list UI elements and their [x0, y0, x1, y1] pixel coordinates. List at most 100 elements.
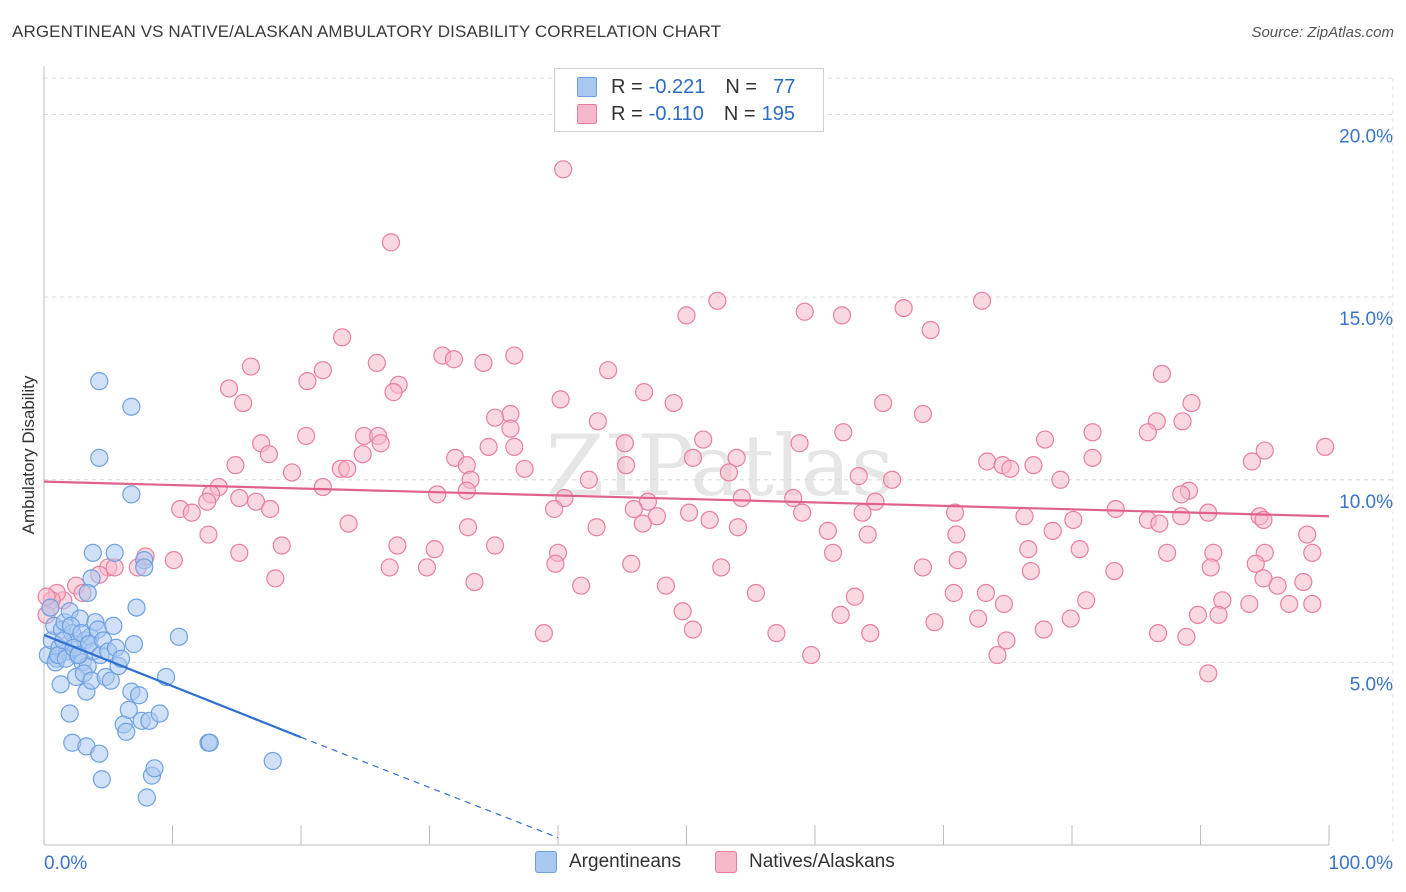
- data-point: [234, 393, 253, 413]
- data-point: [198, 492, 217, 511]
- data-point: [150, 704, 169, 723]
- data-point: [1303, 543, 1322, 562]
- data-point: [90, 744, 109, 763]
- data-point: [664, 393, 683, 413]
- data-point: [1043, 521, 1062, 540]
- data-point: [1199, 664, 1218, 683]
- data-point: [261, 499, 280, 519]
- data-point: [1298, 525, 1317, 544]
- data-point: [1021, 561, 1040, 581]
- data-point: [105, 543, 124, 562]
- data-point: [1316, 437, 1335, 456]
- data-point: [1280, 594, 1299, 614]
- data-point: [1157, 543, 1177, 562]
- data-point: [338, 459, 357, 478]
- data-point: [1173, 412, 1192, 431]
- data-point: [259, 445, 278, 464]
- data-point: [263, 751, 282, 771]
- data-point: [913, 558, 933, 577]
- correlation-legend: R = -0.221 N = 77 R = -0.110 N = 195: [554, 68, 824, 132]
- data-point: [683, 448, 703, 467]
- data-point: [124, 635, 144, 654]
- data-point: [683, 620, 703, 639]
- n-label: N =: [723, 102, 756, 125]
- data-point: [1172, 485, 1191, 504]
- data-point: [818, 521, 837, 540]
- data-point: [712, 558, 731, 577]
- axes: [43, 66, 1330, 846]
- data-point: [219, 379, 239, 398]
- data-point: [802, 645, 821, 665]
- data-point: [579, 470, 598, 489]
- data-point: [673, 602, 692, 621]
- data-point: [226, 456, 245, 475]
- data-point: [1246, 554, 1265, 573]
- data-point: [353, 445, 372, 464]
- data-point: [793, 503, 812, 522]
- data-point: [164, 551, 183, 570]
- data-point: [104, 616, 123, 635]
- data-point: [853, 503, 872, 522]
- data-points: [37, 160, 1335, 807]
- data-point: [947, 525, 966, 544]
- data-point: [241, 357, 260, 376]
- y-tick-label: 20.0%: [1339, 127, 1393, 148]
- data-point: [1150, 514, 1169, 533]
- trend-line-natives: [43, 480, 1330, 518]
- data-point: [1148, 624, 1168, 643]
- data-point: [554, 160, 573, 179]
- data-point: [831, 605, 850, 625]
- data-point: [882, 470, 902, 489]
- data-point: [945, 503, 965, 522]
- data-point: [832, 306, 852, 325]
- data-point: [997, 631, 1016, 650]
- data-point: [266, 569, 285, 588]
- data-point: [823, 543, 843, 562]
- x-tick-label-max: 100.0%: [1329, 853, 1394, 874]
- data-point: [78, 583, 97, 603]
- data-point: [313, 477, 332, 497]
- axis-labels: 5.0% 10.0% 15.0% 20.0% 0.0% 100.0% Ambulatory …: [19, 127, 1393, 874]
- data-point: [515, 459, 534, 478]
- legend-row-natives: R = -0.110 N = 195: [577, 101, 815, 127]
- data-point: [1064, 510, 1083, 530]
- data-point: [727, 448, 746, 467]
- data-point: [894, 299, 913, 318]
- data-point: [874, 393, 893, 413]
- r-value: -0.110: [648, 102, 704, 125]
- data-point: [572, 576, 591, 595]
- n-value: 195: [761, 102, 795, 125]
- data-point: [617, 456, 636, 475]
- n-value: 77: [773, 75, 796, 98]
- data-point: [719, 463, 739, 482]
- data-point: [145, 759, 164, 778]
- data-point: [978, 452, 997, 471]
- data-point: [367, 353, 386, 372]
- data-point: [230, 543, 249, 562]
- data-point: [457, 481, 476, 500]
- data-point: [388, 536, 407, 555]
- data-point: [1268, 576, 1287, 595]
- x-tick-label-min: 0.0%: [44, 853, 87, 874]
- data-point: [588, 412, 607, 431]
- data-point: [849, 467, 868, 486]
- data-point: [1105, 561, 1124, 581]
- data-point: [339, 514, 358, 533]
- trend-line-argentineans: [43, 633, 302, 739]
- data-point: [1209, 605, 1228, 625]
- legend-item-argentineans[interactable]: Argentineans: [535, 851, 681, 873]
- data-point: [944, 583, 963, 603]
- data-point: [624, 499, 643, 519]
- legend-item-natives[interactable]: Natives/Alaskans: [715, 851, 895, 873]
- data-point: [1294, 572, 1313, 592]
- y-tick-label: 15.0%: [1339, 309, 1393, 330]
- data-point: [333, 328, 352, 347]
- data-point: [1188, 605, 1208, 625]
- data-point: [921, 320, 940, 340]
- data-point: [122, 397, 141, 416]
- data-point: [1254, 569, 1273, 588]
- data-point: [767, 624, 786, 643]
- data-point: [272, 536, 291, 555]
- data-point: [1015, 507, 1034, 526]
- data-point: [1034, 620, 1053, 639]
